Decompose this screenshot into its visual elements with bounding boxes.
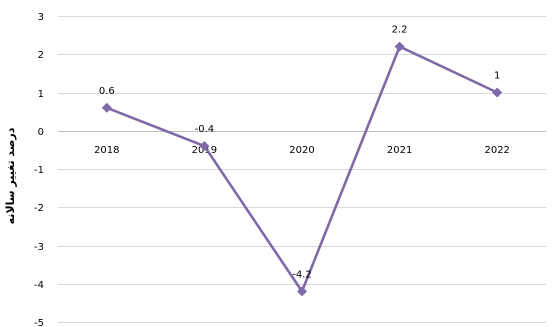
y-tick-label: 2: [38, 50, 44, 61]
data-labels: 0.6 -0.4 -4.2 2.2 1: [99, 25, 501, 281]
data-point-marker: [101, 102, 112, 113]
y-tick-label: -5: [34, 318, 44, 327]
x-axis-tick-labels: 20182019202020212022: [94, 145, 510, 156]
x-tick-label: 2018: [94, 145, 119, 156]
x-tick-label: 2021: [387, 145, 412, 156]
y-tick-label: -4: [34, 280, 44, 291]
y-tick-label: -2: [34, 203, 44, 214]
data-label: 0.6: [99, 86, 115, 97]
x-tick-label: 2020: [289, 145, 314, 156]
y-tick-label: 3: [38, 12, 44, 23]
data-label: 1: [494, 71, 500, 82]
data-label: -4.2: [292, 269, 312, 280]
y-axis-tick-labels: 3 2 1 0 -1 -2 -3 -4 -5: [34, 12, 44, 327]
y-axis-title: درصد تغییر سالانه: [4, 127, 17, 224]
data-point-marker: [199, 141, 210, 152]
y-tick-label: 1: [38, 89, 44, 100]
data-label: 2.2: [392, 25, 408, 36]
gridlines: [58, 16, 546, 323]
data-point-marker: [492, 87, 503, 98]
data-label: -0.4: [195, 124, 215, 135]
y-tick-label: -3: [34, 242, 44, 253]
series-group: [101, 41, 503, 297]
x-tick-label: 2022: [484, 145, 509, 156]
y-tick-label: 0: [38, 127, 44, 138]
data-point-marker: [297, 286, 307, 297]
y-tick-label: -1: [34, 165, 44, 176]
data-point-marker: [394, 41, 405, 52]
